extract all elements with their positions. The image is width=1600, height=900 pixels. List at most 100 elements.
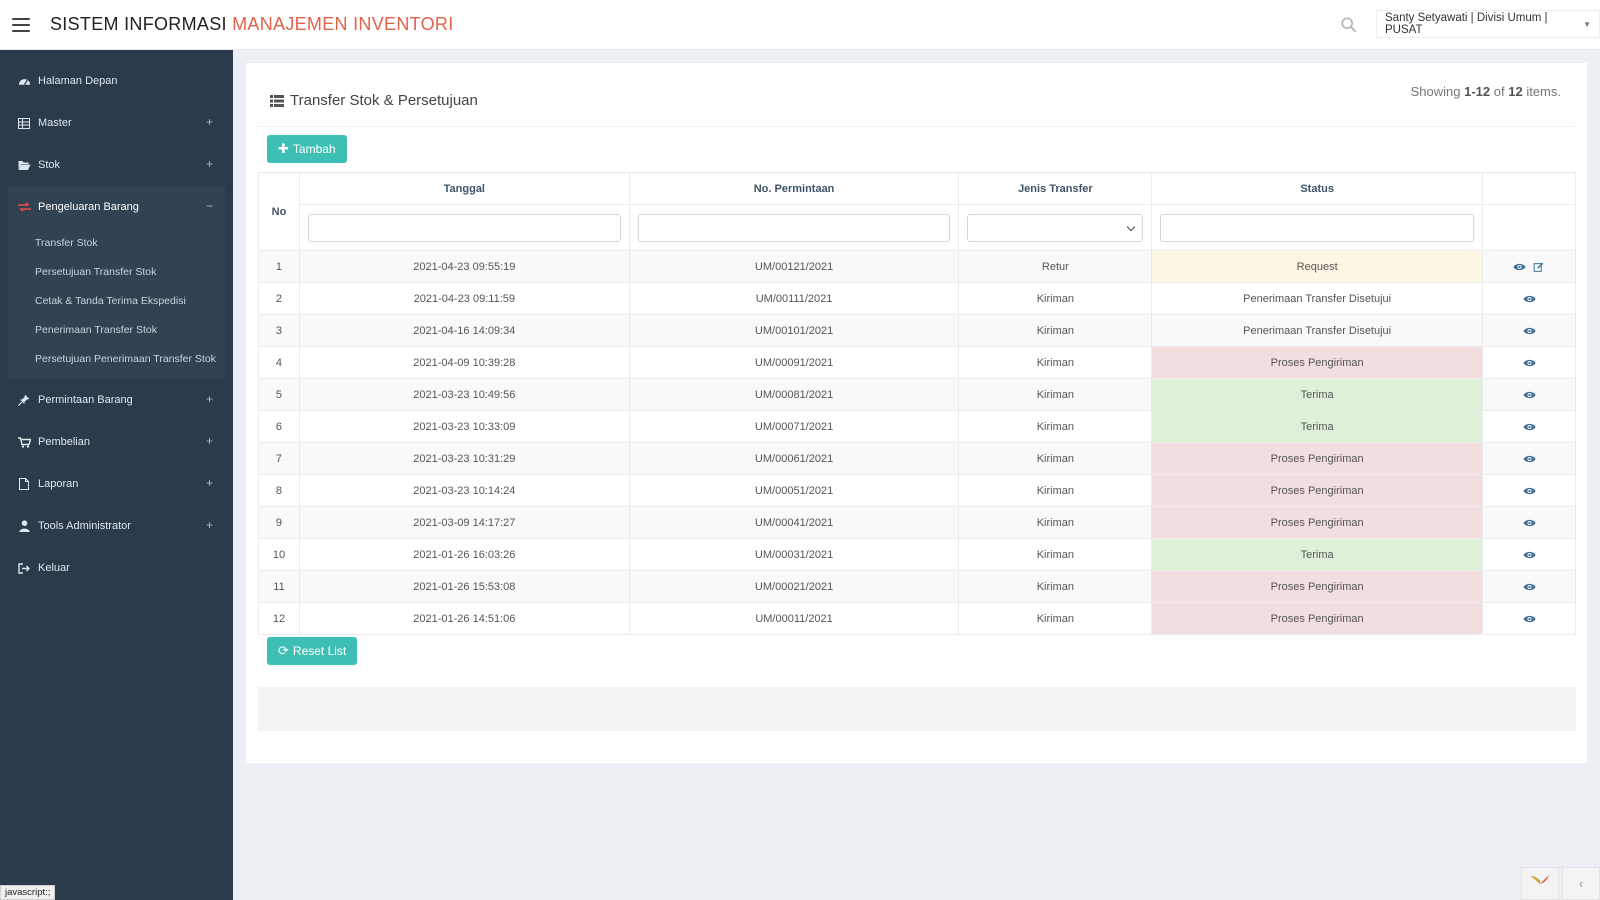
view-eye-icon[interactable]	[1522, 550, 1536, 560]
chevron-left-icon[interactable]: ‹	[1562, 867, 1600, 900]
sidebar-item-master[interactable]: Master +	[0, 102, 233, 144]
view-eye-icon[interactable]	[1522, 422, 1536, 432]
sidebar-subitem-transfer-stok[interactable]: Transfer Stok	[35, 236, 98, 249]
column-header-tanggal[interactable]: Tanggal	[298, 172, 630, 205]
cell-jenis-transfer: Kiriman	[958, 474, 1153, 507]
sidebar-item-stok[interactable]: Stok +	[0, 144, 233, 186]
cell-no-permintaan: UM/00081/2021	[628, 378, 960, 411]
cell-status: Request	[1151, 250, 1484, 283]
cell-no-permintaan: UM/00111/2021	[628, 282, 960, 315]
cell-status: Proses Pengiriman	[1151, 346, 1484, 379]
pagination-summary: Showing 1-12 of 12 items.	[1411, 84, 1561, 99]
table-row: 6 2021-03-23 10:33:09 UM/00071/2021 Kiriman…	[258, 410, 1576, 443]
view-eye-icon[interactable]	[1513, 262, 1526, 272]
view-eye-icon[interactable]	[1522, 518, 1536, 528]
table-row: 8 2021-03-23 10:14:24 UM/00051/2021 Kiriman…	[258, 474, 1576, 507]
expand-icon: +	[205, 434, 213, 448]
cell-tanggal: 2021-03-23 10:31:29	[298, 442, 630, 475]
cell-no-permintaan: UM/00121/2021	[628, 250, 960, 283]
user-dropdown[interactable]: Santy Setyawati | Divisi Umum | PUSAT ▼	[1376, 10, 1600, 38]
dashboard-icon	[17, 75, 31, 87]
filter-tanggal-input[interactable]	[307, 213, 621, 242]
sidebar: Halaman Depan Master + Stok + Pengeluara…	[0, 50, 233, 900]
sidebar-item-pembelian[interactable]: Pembelian +	[0, 421, 233, 463]
folder-open-icon	[17, 159, 31, 171]
view-eye-icon[interactable]	[1522, 454, 1536, 464]
summary-of: of	[1493, 84, 1505, 99]
cell-no: 3	[258, 314, 300, 347]
view-eye-icon[interactable]	[1522, 390, 1536, 400]
summary-range: 1-12	[1464, 84, 1491, 99]
divider	[258, 126, 1575, 127]
sidebar-subitem-penerimaan-transfer-stok[interactable]: Penerimaan Transfer Stok	[35, 323, 157, 336]
sidebar-item-tools-administrator[interactable]: Tools Administrator +	[0, 505, 233, 547]
cart-icon	[17, 436, 31, 448]
view-eye-icon[interactable]	[1522, 582, 1536, 592]
sidebar-item-pengeluaran-barang[interactable]: Pengeluaran Barang −	[8, 186, 225, 228]
app-brand[interactable]: SISTEM INFORMASI MANAJEMEN INVENTORI	[50, 14, 454, 35]
view-eye-icon[interactable]	[1522, 294, 1536, 304]
cell-tanggal: 2021-03-23 10:33:09	[298, 410, 630, 443]
menu-toggle-icon[interactable]	[12, 17, 30, 32]
caret-down-icon: ▼	[1583, 19, 1591, 29]
sidebar-subitem-persetujuan-penerimaan[interactable]: Persetujuan Penerimaan Transfer Stok	[35, 352, 216, 365]
column-header-jenis-transfer[interactable]: Jenis Transfer	[958, 172, 1153, 205]
cell-tanggal: 2021-01-26 14:51:06	[298, 602, 630, 635]
sidebar-item-permintaan-barang[interactable]: Permintaan Barang +	[0, 379, 233, 421]
view-eye-icon[interactable]	[1522, 486, 1536, 496]
yii-debug-logo-icon[interactable]	[1521, 867, 1559, 900]
add-button[interactable]: ✚ Tambah	[267, 135, 347, 163]
cell-no: 11	[258, 570, 300, 603]
sign-out-icon	[17, 562, 31, 574]
sidebar-item-keluar[interactable]: Keluar	[0, 547, 233, 589]
cell-tanggal: 2021-04-23 09:55:19	[298, 250, 630, 283]
cell-jenis-transfer: Kiriman	[958, 410, 1153, 443]
edit-icon[interactable]	[1532, 262, 1545, 272]
cell-status: Proses Pengiriman	[1151, 442, 1484, 475]
cell-no: 6	[258, 410, 300, 443]
cell-actions	[1482, 474, 1576, 507]
filter-status-input[interactable]	[1160, 213, 1475, 242]
filter-jenis-transfer-select[interactable]	[967, 213, 1144, 242]
cell-status: Terima	[1151, 538, 1484, 571]
sidebar-subitem-cetak-tanda-terima[interactable]: Cetak & Tanda Terima Ekspedisi	[35, 294, 186, 307]
cell-jenis-transfer: Kiriman	[958, 538, 1153, 571]
cell-no-permintaan: UM/00051/2021	[628, 474, 960, 507]
cell-jenis-transfer: Kiriman	[958, 602, 1153, 635]
table-icon	[17, 117, 31, 129]
view-eye-icon[interactable]	[1522, 614, 1536, 624]
page-title: Transfer Stok & Persetujuan	[270, 92, 478, 109]
reset-list-button[interactable]: ⟳ Reset List	[267, 637, 358, 665]
sidebar-item-label: Pembelian	[38, 436, 90, 448]
exchange-icon	[17, 201, 31, 213]
cell-actions	[1482, 378, 1576, 411]
cell-actions	[1482, 570, 1576, 603]
cell-status: Penerimaan Transfer Disetujui	[1151, 282, 1484, 315]
sidebar-item-label: Permintaan Barang	[38, 394, 133, 406]
filter-no-permintaan-input[interactable]	[637, 213, 951, 242]
cell-no-permintaan: UM/00061/2021	[628, 442, 960, 475]
user-icon	[17, 520, 31, 532]
cell-no: 5	[258, 378, 300, 411]
cell-status: Proses Pengiriman	[1151, 570, 1484, 603]
cell-no-permintaan: UM/00021/2021	[628, 570, 960, 603]
table-row: 10 2021-01-26 16:03:26 UM/00031/2021 Kirima…	[258, 538, 1576, 571]
cell-jenis-transfer: Kiriman	[958, 442, 1153, 475]
cell-status: Terima	[1151, 378, 1484, 411]
cell-no-permintaan: UM/00031/2021	[628, 538, 960, 571]
table-row: 11 2021-01-26 15:53:08 UM/00021/2021 Kirima…	[258, 570, 1576, 603]
cell-actions	[1482, 506, 1576, 539]
cell-actions	[1482, 410, 1576, 443]
view-eye-icon[interactable]	[1522, 358, 1536, 368]
column-header-status[interactable]: Status	[1151, 172, 1484, 205]
search-icon[interactable]	[1340, 16, 1358, 34]
sidebar-item-halaman-depan[interactable]: Halaman Depan	[0, 60, 233, 102]
table-row: 12 2021-01-26 14:51:06 UM/00011/2021 Kirima…	[258, 602, 1576, 635]
sidebar-item-laporan[interactable]: Laporan +	[0, 463, 233, 505]
view-eye-icon[interactable]	[1522, 326, 1536, 336]
refresh-icon: ⟳	[278, 643, 289, 658]
column-header-no-permintaan[interactable]: No. Permintaan	[628, 172, 960, 205]
cell-no: 10	[258, 538, 300, 571]
browser-status-hint: javascript:;	[0, 885, 56, 900]
sidebar-subitem-persetujuan-transfer-stok[interactable]: Persetujuan Transfer Stok	[35, 265, 157, 278]
